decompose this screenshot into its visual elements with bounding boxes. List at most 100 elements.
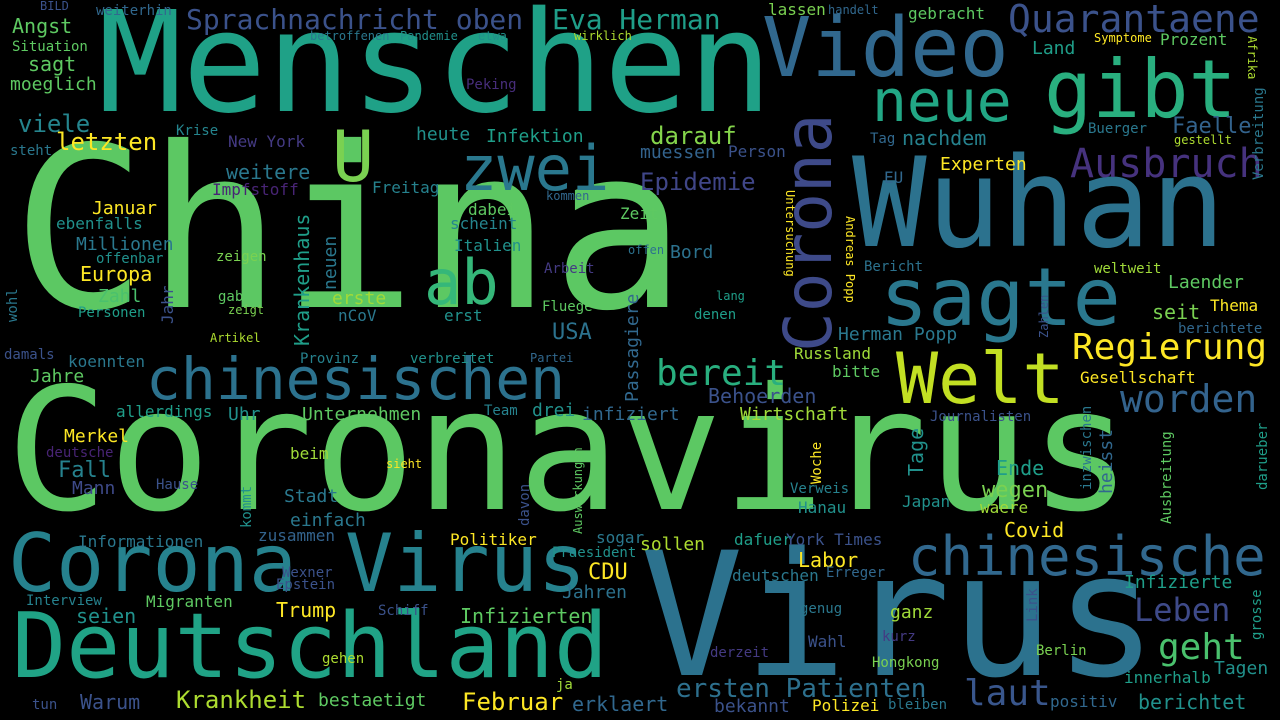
word-nachdem: nachdem <box>902 126 987 150</box>
word-deutschen: deutschen <box>732 566 819 585</box>
word-china: China <box>12 99 687 360</box>
word-epidemie: Epidemie <box>640 168 756 196</box>
word-gibt: gibt <box>1044 43 1237 136</box>
word-damals: damals <box>4 347 55 363</box>
word-regierung: Regierung <box>1072 327 1268 368</box>
word-sprachnachricht-oben: Sprachnachricht oben <box>186 3 524 36</box>
word-virus: Virus <box>640 515 1158 716</box>
word-berlin: Berlin <box>1036 643 1087 659</box>
word-auswirkungen: Auswirkungen <box>571 447 585 534</box>
word-beim: beim <box>290 444 329 463</box>
word-wirklich: wirklich <box>574 29 632 43</box>
word-mann: Mann <box>72 478 116 499</box>
word-heute: heute <box>416 124 471 145</box>
word-grosse: grosse <box>1249 589 1265 640</box>
word-zeit: Zeit <box>620 204 659 223</box>
word-team: Team <box>484 403 518 419</box>
word-zahlen: Zahlen <box>1037 294 1051 338</box>
word-andreas-popp: Andreas Popp <box>843 216 857 303</box>
word-zeigen: zeigen <box>216 249 267 265</box>
word-epstein: Epstein <box>276 577 336 593</box>
word-kommt: kommt <box>239 485 255 528</box>
word-bericht: Bericht <box>864 259 924 275</box>
word-ab: ab <box>424 246 499 319</box>
word-krankenhaus: Krankenhaus <box>290 213 314 346</box>
word-coronavirus: Coronavirus <box>6 352 1132 550</box>
word-muessen: muessen <box>640 142 716 163</box>
word-thema: Thema <box>1210 296 1259 315</box>
word-millionen: Millionen <box>76 234 174 255</box>
word-erreger: Erreger <box>826 565 886 581</box>
word-seit: seit <box>1152 300 1201 324</box>
word-wexner: Wexner <box>282 565 333 581</box>
word-ja: ja <box>556 677 573 693</box>
word-buerger: Buerger <box>1088 121 1148 137</box>
word-cdu: CDU <box>588 560 628 585</box>
word-ganz: ganz <box>890 602 934 623</box>
word-moeglich: moeglich <box>10 74 97 95</box>
word-bleiben: bleiben <box>888 697 948 713</box>
word-berichtete: berichtete <box>1178 321 1263 337</box>
word-sollen: sollen <box>640 534 706 555</box>
word-eva-herman: Eva Herman <box>552 3 721 36</box>
word-tagen: Tagen <box>1214 658 1269 679</box>
word-stadt: Stadt <box>284 486 339 507</box>
word-ende: Ende <box>996 456 1045 480</box>
word-arbeit: Arbeit <box>544 261 595 277</box>
word-italien: Italien <box>454 236 522 255</box>
word-infiziert: infiziert <box>582 404 680 425</box>
word-uhr: Uhr <box>228 404 261 425</box>
word-positiv: positiv <box>1050 692 1118 711</box>
word-ersten-patienten: ersten Patienten <box>676 674 927 704</box>
word-link: Link <box>1025 588 1041 622</box>
word-provinz: Provinz <box>300 351 360 367</box>
word-york-times: York Times <box>786 530 883 549</box>
word-gestellt: gestellt <box>1174 133 1232 147</box>
word-denen: denen <box>694 307 737 323</box>
word-weiterhin: weiterhin <box>96 3 172 19</box>
word-wirtschaft: Wirtschaft <box>740 404 849 425</box>
word-dabei: dabei <box>468 200 517 219</box>
word-woche: Woche <box>809 441 825 484</box>
word-afrika: Afrika <box>1245 36 1259 80</box>
word-allerdings: allerdings <box>116 402 213 421</box>
word-kommen: kommen <box>546 189 590 203</box>
word-hanau: Hanau <box>798 498 847 517</box>
word-erklaert: erklaert <box>572 692 669 716</box>
word-ausbruch: Ausbruch <box>1070 141 1263 187</box>
word-deutsche: deutsche <box>46 445 114 461</box>
word-passagiere: Passagiere <box>622 293 643 402</box>
word-zwei: zwei <box>460 132 610 205</box>
word-dafuer: dafuer <box>734 530 792 549</box>
word-bitte: bitte <box>832 362 881 381</box>
word-schiff: Schiff <box>378 603 429 619</box>
word-drei: drei <box>532 400 576 421</box>
word-corona-virus: Corona Virus <box>8 517 586 610</box>
word-worden: worden <box>1120 377 1258 421</box>
word-lang: lang <box>716 289 745 303</box>
word-menschen: Menschen <box>98 0 773 145</box>
word-hongkong: Hongkong <box>872 655 940 671</box>
word-offen: offen <box>628 243 665 257</box>
word-person: Person <box>728 142 786 161</box>
word-krankheit: Krankheit <box>176 686 307 714</box>
word-interview: Interview <box>26 593 102 609</box>
word-trump: Trump <box>276 598 337 622</box>
word-scheint: scheint <box>450 214 518 233</box>
word-wohl: wohl <box>5 288 21 322</box>
word-betroffenen: betroffenen <box>310 29 390 43</box>
word-welt: Welt <box>896 338 1065 420</box>
word-inzwischen: inzwischen <box>1079 405 1095 490</box>
word-innerhalb: innerhalb <box>1124 668 1211 687</box>
word-jahre: Jahre <box>30 366 85 387</box>
word-leben: Leben <box>1134 591 1231 629</box>
word-handelt: handelt <box>828 3 879 17</box>
word-tun: tun <box>32 697 58 713</box>
word-steht: steht <box>10 143 53 159</box>
word-tage: Tage <box>904 427 928 476</box>
word-eu: EU <box>884 168 904 187</box>
word-derzeit: derzeit <box>710 645 770 661</box>
word-chinesische: chinesische <box>908 525 1266 588</box>
word-sagte: sagte <box>880 251 1121 344</box>
word-sieht: sieht <box>386 457 423 471</box>
